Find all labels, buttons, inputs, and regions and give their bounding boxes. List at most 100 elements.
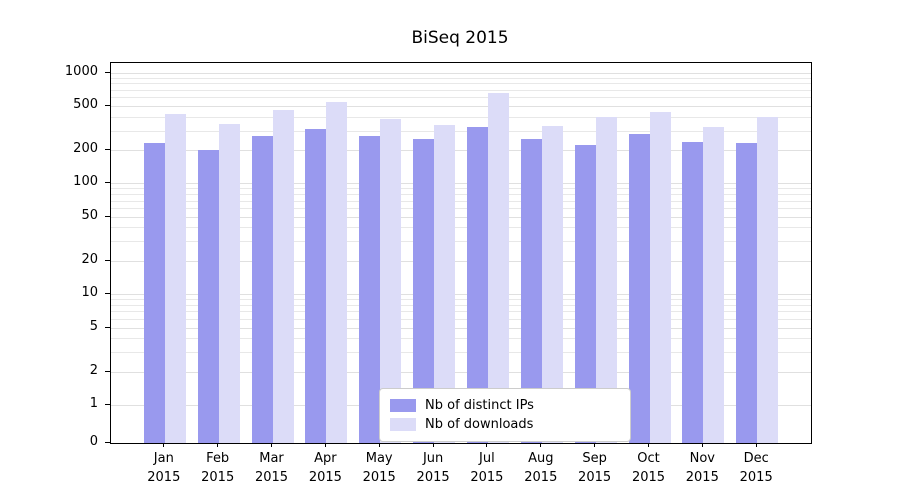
bar-downloads: [218, 124, 240, 443]
x-tick-mark: [271, 443, 272, 447]
x-tick-mark: [486, 443, 488, 447]
gridline-minor: [111, 311, 811, 313]
gridline-minor: [111, 241, 811, 243]
x-tick-mark: [648, 443, 649, 447]
x-tick-label: Apr 2015: [308, 451, 342, 485]
x-tick-mark: [540, 443, 542, 447]
gridline-minor: [111, 352, 811, 354]
y-tick-label: 1000: [64, 63, 98, 79]
gridline-minor: [111, 116, 811, 118]
gridline: [111, 294, 811, 296]
bar-downloads: [326, 102, 348, 443]
bar-downloads: [487, 93, 509, 443]
y-tick-label: 200: [73, 141, 98, 156]
y-tick-label: 1: [89, 396, 98, 411]
gridline: [111, 183, 811, 185]
gridline-minor: [111, 299, 811, 301]
plot-area: [110, 62, 812, 444]
bar-downloads: [541, 125, 563, 443]
gridline-minor: [111, 318, 811, 320]
y-tick-mark: [105, 182, 110, 184]
y-tick-mark: [105, 259, 110, 261]
gridline: [111, 216, 811, 218]
bar-downloads: [649, 112, 671, 443]
gridline-minor: [111, 83, 811, 85]
bar-distinct-ips: [682, 142, 704, 443]
bar-downloads: [380, 119, 402, 443]
x-tick-mark: [755, 443, 757, 447]
gridline-minor: [111, 188, 811, 190]
x-tick-mark: [324, 443, 326, 447]
bar-downloads: [595, 116, 617, 443]
x-tick-label: Oct 2015: [631, 451, 666, 485]
bar-distinct-ips: [197, 150, 219, 443]
legend-swatch-downloads: [390, 418, 416, 431]
bar-distinct-ips: [305, 128, 327, 443]
gridline-minor: [111, 207, 811, 209]
y-tick-mark: [105, 442, 110, 443]
gridline: [111, 327, 811, 329]
bar-downloads: [164, 114, 186, 443]
x-tick-mark: [594, 443, 596, 447]
bar-distinct-ips: [143, 143, 165, 443]
gridline-minor: [111, 97, 811, 99]
x-tick-label: Jan 2015: [147, 451, 181, 485]
bar-distinct-ips: [466, 127, 488, 443]
bar-distinct-ips: [359, 135, 381, 443]
bar-distinct-ips: [520, 139, 542, 443]
bar-distinct-ips: [574, 145, 596, 443]
gridline-minor: [111, 194, 811, 196]
x-tick-label: Feb 2015: [201, 451, 235, 485]
gridline-minor: [111, 338, 811, 340]
bar-distinct-ips: [736, 143, 758, 443]
gridline: [111, 72, 811, 74]
y-tick-label: 100: [73, 174, 98, 190]
x-tick-mark: [701, 443, 703, 447]
legend-label-downloads: Nb of downloads: [425, 417, 534, 432]
y-tick-label: 50: [81, 207, 98, 223]
legend: Nb of distinct IPs Nb of downloads: [379, 388, 631, 442]
gridline-minor: [111, 200, 811, 202]
y-tick-label: 20: [81, 251, 98, 267]
y-tick-label: 2: [89, 362, 98, 378]
y-tick-mark: [105, 370, 110, 372]
y-tick-mark: [105, 104, 110, 106]
x-tick-mark: [432, 443, 434, 447]
gridline-minor: [111, 130, 811, 132]
x-tick-mark: [378, 443, 380, 447]
gridline: [111, 260, 811, 262]
x-tick-label: Jul 2015: [470, 451, 504, 485]
y-tick-label: 500: [73, 96, 98, 112]
bar-downloads: [434, 125, 456, 443]
x-tick-label: Mar 2015: [254, 451, 289, 485]
y-tick-label: 10: [81, 285, 98, 301]
y-tick-label: 0: [89, 434, 98, 449]
y-tick-mark: [105, 404, 110, 405]
bar-distinct-ips: [413, 139, 435, 443]
bar-distinct-ips: [628, 133, 650, 443]
gridline: [111, 105, 811, 107]
x-tick-label: Sep 2015: [578, 451, 612, 485]
gridline-minor: [111, 89, 811, 91]
gridline: [111, 150, 811, 151]
gridline: [111, 371, 811, 373]
y-tick-mark: [105, 215, 110, 217]
gridline-minor: [111, 304, 811, 306]
legend-item-distinct-ips: Nb of distinct IPs: [390, 396, 620, 415]
y-tick-mark: [105, 293, 110, 295]
y-tick-mark: [105, 326, 110, 328]
legend-label-distinct-ips: Nb of distinct IPs: [425, 398, 534, 413]
x-tick-label: Aug 2015: [524, 451, 558, 485]
chart-title: BiSeq 2015: [411, 28, 509, 48]
bar-distinct-ips: [251, 135, 273, 443]
y-tick-mark: [105, 71, 110, 73]
bar-downloads: [703, 127, 725, 443]
legend-swatch-distinct-ips: [390, 399, 416, 412]
y-tick-label: 5: [89, 318, 98, 334]
x-tick-mark: [163, 443, 165, 447]
bar-downloads: [757, 117, 779, 443]
gridline-minor: [111, 77, 811, 79]
x-tick-label: May 2015: [362, 451, 396, 485]
y-tick-mark: [105, 149, 110, 150]
